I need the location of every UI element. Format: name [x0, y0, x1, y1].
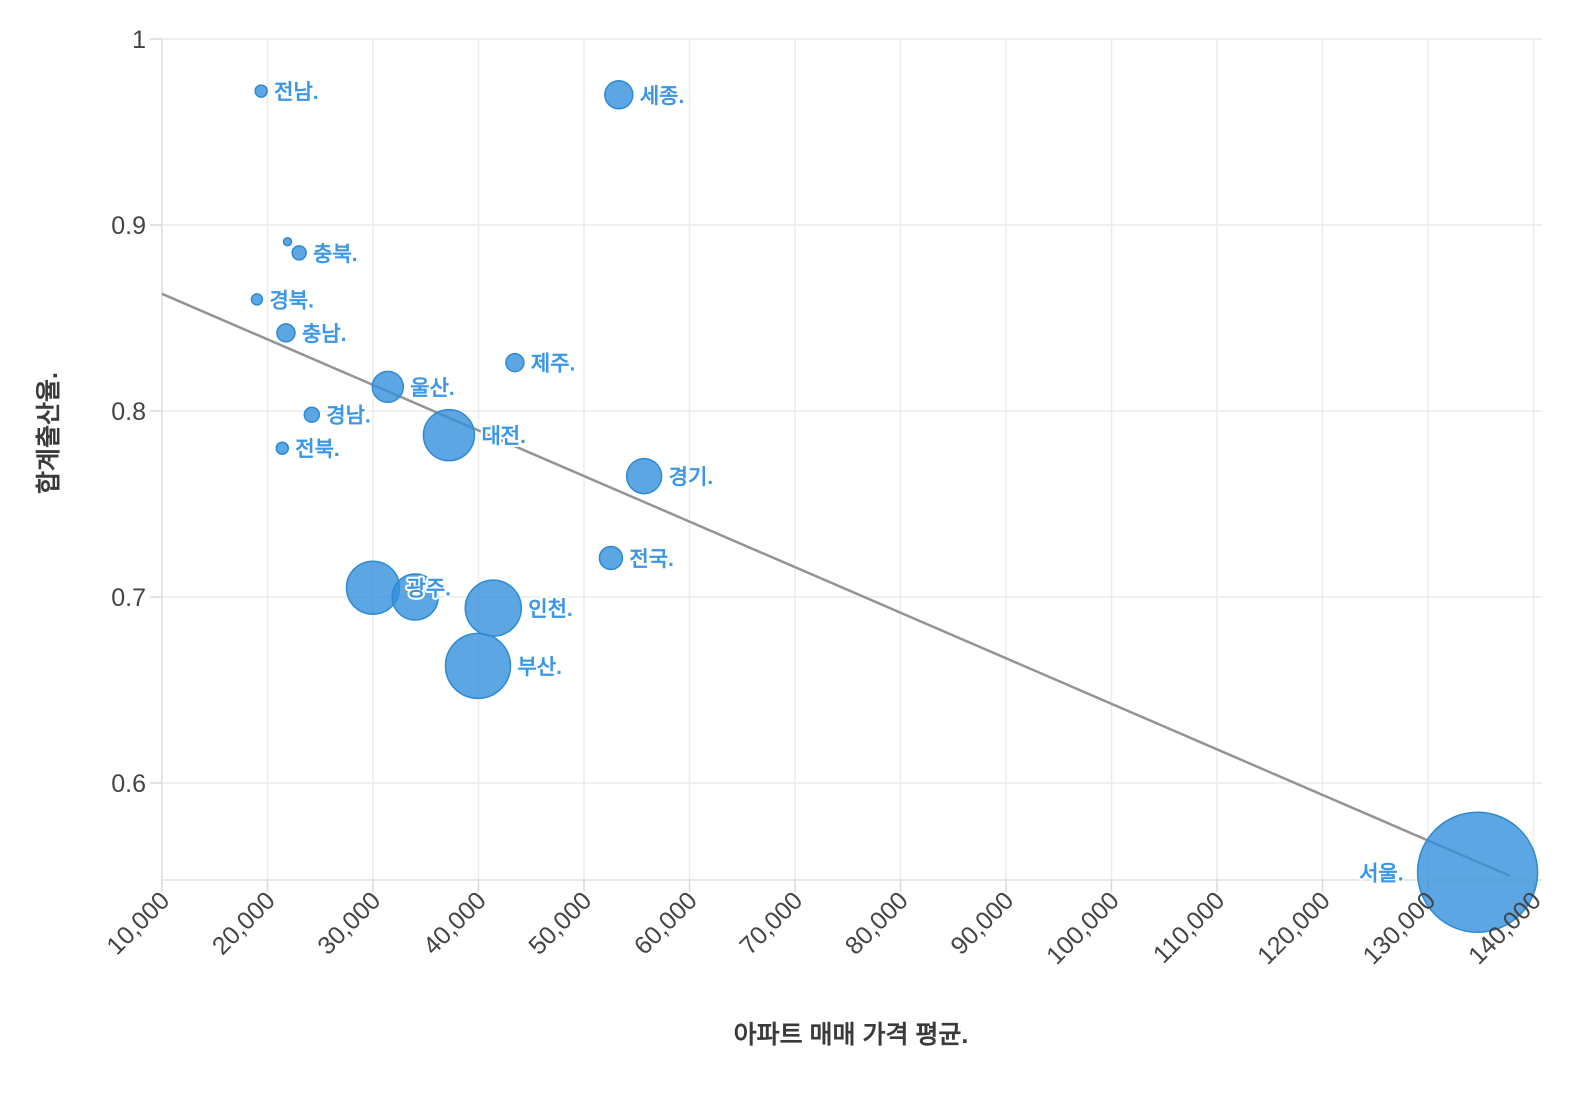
y-tick-label: 0.9 [111, 212, 146, 240]
bubble-jeonbuk[interactable] [275, 441, 290, 455]
y-tick-label: 0.6 [111, 770, 146, 798]
bubble-gyeongnam[interactable] [303, 406, 321, 423]
bubble-incheon[interactable] [464, 579, 523, 637]
x-tick-label: 50,000 [523, 886, 597, 960]
bubble-label-sejong: 세종. [640, 85, 684, 108]
bubble-label-gwangju: 광주. [407, 578, 451, 601]
bubble-sejong[interactable] [604, 80, 634, 110]
bubble-label-gyeongbuk: 경북. [269, 289, 313, 312]
bubble-daejeon[interactable] [422, 408, 476, 462]
x-tick-label: 110,000 [1148, 886, 1230, 968]
bubble-label-layer: 전남. 세종. 충북.경북. 충남. 제주. 울산. 경남. 대전. 전북. 경기. 전국. 광주. 인… [267, 79, 1405, 887]
x-tick-label: 130,000 [1358, 886, 1442, 970]
bubble-chungnam[interactable] [276, 323, 296, 343]
bubble-label-chungnam: 충남. [302, 323, 346, 346]
x-tick-label: 90,000 [945, 886, 1019, 960]
bubble-label-incheon: 인천. [528, 598, 572, 621]
bubble-jeonnam[interactable] [254, 84, 268, 98]
x-tick-label: 100,000 [1041, 886, 1125, 970]
bubble-nationwide[interactable] [598, 545, 624, 571]
bubble-layer [250, 80, 1539, 934]
x-tick-label: 20,000 [207, 886, 281, 960]
bubble-label-jeonbuk: 전북. [295, 438, 339, 461]
x-tick-label: 70,000 [734, 886, 808, 960]
bubble-label-nationwide: 전국. [629, 548, 673, 571]
bubble-label-seoul: 서울. [1359, 862, 1403, 885]
bubble-gyeonggi[interactable] [625, 457, 663, 495]
bubble-label-busan: 부산. [517, 656, 561, 679]
tick-label-layer: 10,000 20,000 30,000 40,000 50,000 60,000 70,0… [101, 26, 1546, 970]
bubble-ulsan[interactable] [371, 370, 405, 404]
x-tick-label: 80,000 [840, 886, 914, 960]
grid-layer [161, 38, 1542, 880]
y-tick-label: 1 [132, 26, 146, 54]
bubble-seoul[interactable] [1416, 811, 1539, 934]
bubble-label-chungbuk: 충북. [313, 243, 357, 266]
bubble-unlabeled-1[interactable] [282, 236, 293, 247]
axis-layer [150, 38, 1542, 892]
bubble-gwangju[interactable] [345, 560, 401, 615]
bubble-busan[interactable] [444, 632, 512, 700]
bubble-label-gyeongnam: 경남. [326, 405, 370, 428]
x-axis-title: 아파트 매매 가격 평균. [734, 1021, 969, 1049]
x-tick-label: 40,000 [418, 886, 492, 960]
y-axis-title: 합계출산율. [35, 372, 63, 494]
x-tick-label: 120,000 [1252, 886, 1336, 970]
bubble-label-jeonnam: 전남. [274, 81, 318, 104]
bubble-label-daejeon: 대전. [481, 425, 525, 448]
y-tick-label: 0.7 [111, 584, 146, 612]
bubble-gyeongbuk[interactable] [250, 293, 264, 306]
bubble-label-gyeonggi: 경기. [669, 466, 713, 489]
y-tick-label: 0.8 [111, 398, 146, 426]
bubble-label-jeju: 제주. [531, 353, 575, 376]
x-tick-label: 60,000 [629, 886, 703, 960]
x-tick-label: 10,000 [101, 886, 175, 960]
x-tick-label: 30,000 [312, 886, 386, 960]
bubble-unlabeled-2[interactable] [391, 573, 439, 621]
bubble-jeju[interactable] [505, 352, 525, 373]
bubble-chungbuk[interactable] [291, 245, 307, 261]
bubble-label-ulsan: 울산. [410, 377, 454, 400]
